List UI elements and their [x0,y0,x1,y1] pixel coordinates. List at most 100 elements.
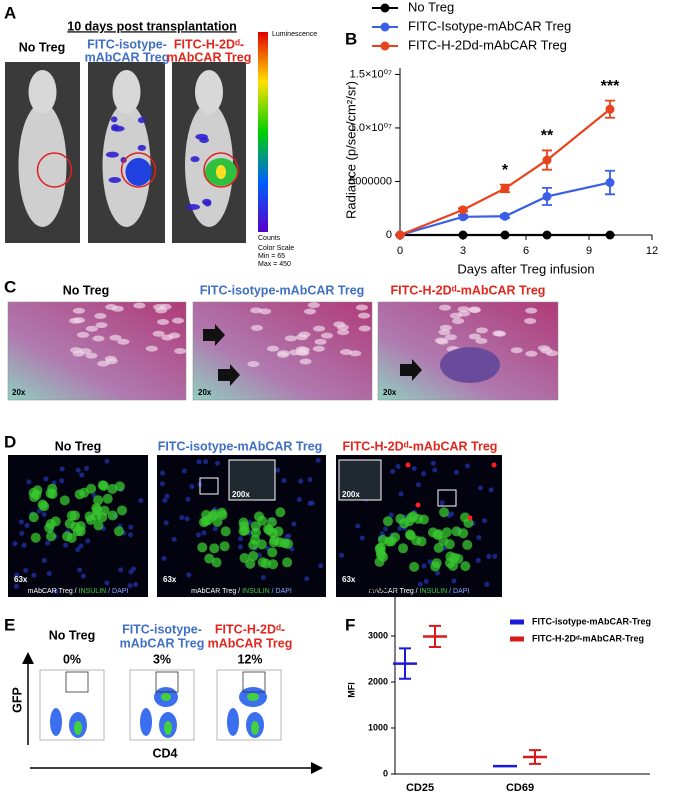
nucleus [171,536,177,542]
signal [137,144,147,151]
tubule [468,333,481,340]
nucleus [159,481,165,487]
insulin [273,526,284,537]
nucleus [19,530,25,536]
population-core [161,693,171,701]
population-core [247,693,259,701]
image-label: FITC-isotype- [87,37,167,51]
insulin [98,480,109,491]
nucleus [482,518,488,524]
tubule [172,317,185,324]
insulin [93,520,104,531]
caption-part: mAbCAR Treg / [28,588,79,595]
arrow [218,364,240,386]
data-point [395,230,405,240]
nucleus [421,471,427,477]
nucleus [451,578,457,584]
insulin [382,516,393,527]
red-cell [405,462,411,468]
insulin [453,553,464,564]
caption-part: mAbCAR Treg / [191,588,242,595]
tubule [314,338,327,345]
y-axis-label: Radiance (p/sec/cm²/sr) [343,81,358,219]
data-point [605,178,615,188]
nucleus [53,588,59,594]
data-point [542,230,552,240]
nucleus [237,544,243,550]
population-core [164,721,172,735]
tubule [524,318,537,325]
y-tick-label: 5000000 [349,175,392,187]
insulin [460,561,471,572]
insulin [447,560,458,571]
insulin [441,527,452,538]
insulin [46,531,57,542]
colorbar-label: Min = 65 [258,253,285,260]
nucleus [475,557,481,563]
colorbar [258,32,268,232]
nucleus [133,581,139,587]
insulin [409,561,420,572]
image-label: mAbCAR Treg [167,50,252,64]
legend-marker [380,3,390,13]
panel-letter: F [345,615,355,634]
tubule [452,317,465,324]
nucleus [296,496,302,502]
legend-marker [380,22,390,32]
insulin [197,542,208,553]
nucleus [75,547,81,553]
nucleus [130,566,136,572]
data-point [605,104,615,114]
tubule [303,308,316,315]
insulin [460,512,471,523]
nucleus [281,478,287,484]
insulin [405,530,416,541]
nucleus [430,460,436,466]
insulin [374,556,385,567]
nucleus [181,468,187,474]
insulin [408,511,419,522]
plot-title: FITC-H-2Dᵈ- [215,622,285,636]
insulin [93,495,104,506]
insulin [256,539,267,550]
tubule [525,307,538,314]
insulin [268,559,279,570]
nucleus [14,572,20,578]
insulin [114,481,125,492]
nucleus [186,572,192,578]
nucleus [160,470,166,476]
caption: mAbCAR Treg / INSULIN / DAPI [369,588,470,595]
nucleus [12,541,18,547]
nucleus [127,583,133,589]
nucleus [309,500,315,506]
population [227,708,239,736]
tubule [72,307,85,314]
tubule [276,351,289,358]
nucleus [390,468,396,474]
image-label: mAbCAR Treg [85,50,170,64]
nucleus [307,477,313,483]
nucleus [24,523,30,529]
mouse-head [28,70,57,114]
colorbar-label: Max = 450 [258,261,291,268]
nucleus [215,460,221,466]
signal [111,124,120,131]
insulin [102,493,113,504]
mouse-body [18,103,67,227]
tubule [145,345,158,352]
inset-source [199,477,219,495]
insulin [91,503,102,514]
nucleus [201,530,207,536]
nucleus [45,540,51,546]
nucleus [18,519,24,525]
gate-percent: 0% [63,652,81,666]
data-point [500,183,510,193]
caption-part: / DAPI [272,588,292,595]
caption-part: / DAPI [449,588,469,595]
gate [155,671,179,693]
x-tick-label: 3 [460,245,466,257]
nucleus [41,557,47,563]
x-tick-label: CD69 [506,782,534,794]
nucleus [318,563,324,569]
colorbar-label: Color Scale [258,245,294,252]
